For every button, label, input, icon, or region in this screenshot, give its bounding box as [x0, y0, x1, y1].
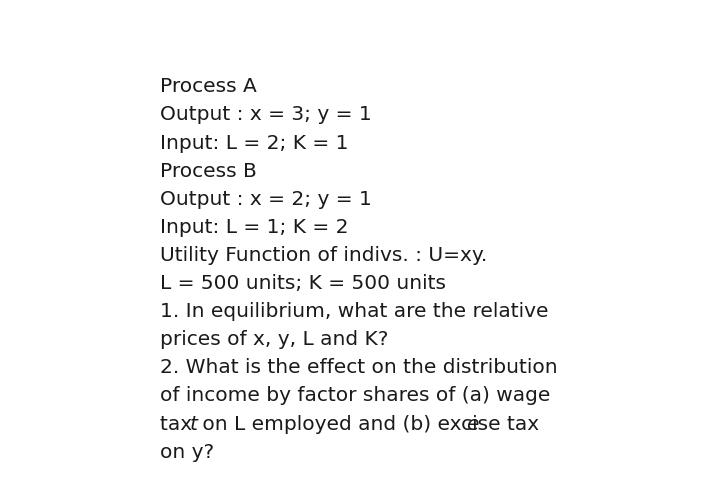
Text: 2. What is the effect on the distribution: 2. What is the effect on the distributio…: [160, 358, 557, 378]
Text: Input: L = 1; K = 2: Input: L = 1; K = 2: [160, 218, 348, 237]
Text: Input: L = 2; K = 1: Input: L = 2; K = 1: [160, 134, 348, 152]
Text: Process B: Process B: [160, 162, 256, 180]
Text: on L employed and (b) excise tax: on L employed and (b) excise tax: [196, 414, 545, 434]
Text: Output : x = 3; y = 1: Output : x = 3; y = 1: [160, 106, 372, 124]
Text: of income by factor shares of (a) wage: of income by factor shares of (a) wage: [160, 386, 550, 406]
Text: prices of x, y, L and K?: prices of x, y, L and K?: [160, 330, 388, 349]
Text: Process A: Process A: [160, 78, 256, 96]
Text: Utility Function of indivs. : U=xy.: Utility Function of indivs. : U=xy.: [160, 246, 487, 265]
Text: tax: tax: [160, 414, 198, 434]
Text: on y?: on y?: [160, 442, 214, 462]
Text: t: t: [189, 414, 197, 434]
Text: L = 500 units; K = 500 units: L = 500 units; K = 500 units: [160, 274, 446, 293]
Text: e: e: [467, 414, 479, 434]
Text: 1. In equilibrium, what are the relative: 1. In equilibrium, what are the relative: [160, 302, 548, 321]
Text: Output : x = 2; y = 1: Output : x = 2; y = 1: [160, 190, 372, 208]
